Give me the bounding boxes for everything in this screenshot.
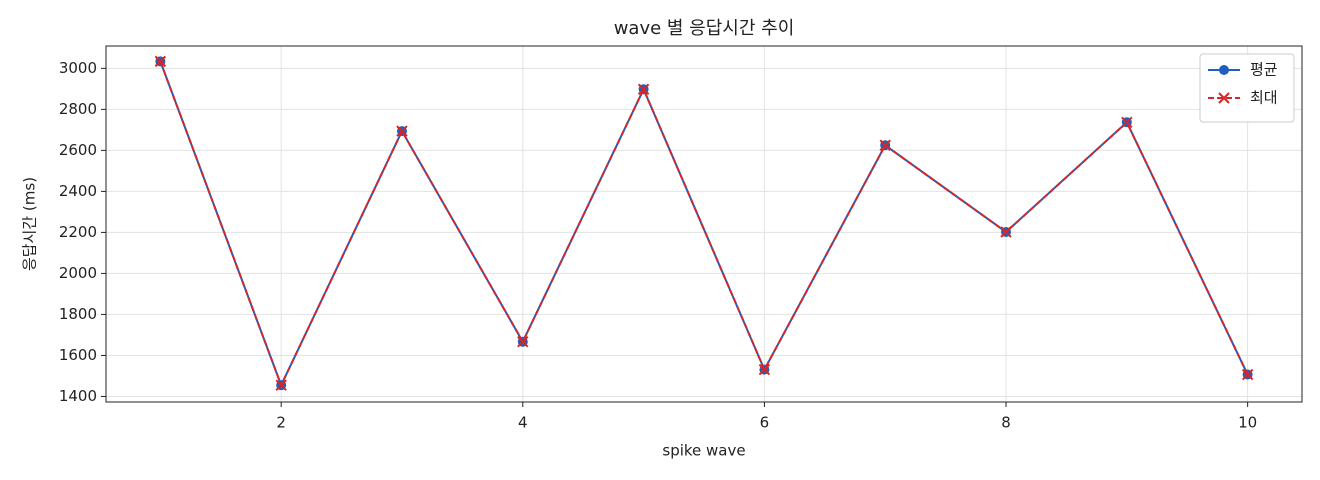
marker	[879, 139, 891, 151]
marker	[1000, 226, 1012, 238]
x-tick-label: 4	[518, 414, 528, 432]
y-tick-label: 2600	[59, 141, 97, 159]
marker	[396, 125, 408, 137]
y-axis-label: 응답시간 (ms)	[21, 177, 39, 271]
x-tick-label: 8	[1001, 414, 1011, 432]
marker	[1241, 368, 1254, 381]
x-tick-label: 6	[760, 414, 770, 432]
y-tick-label: 2000	[59, 264, 97, 282]
y-tick-label: 3000	[59, 59, 97, 77]
x-tick-label: 10	[1238, 414, 1257, 432]
y-tick-label: 2200	[59, 223, 97, 241]
y-tick-label: 1600	[59, 346, 97, 364]
chart-title: wave 별 응답시간 추이	[614, 18, 795, 39]
legend-box	[1199, 53, 1295, 123]
marker	[1121, 116, 1133, 128]
legend-label: 최대	[1250, 89, 1278, 107]
plot-frame	[105, 45, 1303, 403]
marker	[517, 336, 529, 348]
marker	[637, 83, 650, 95]
y-tick-label: 1400	[59, 387, 97, 405]
marker	[154, 55, 167, 68]
x-tick-label: 2	[276, 414, 286, 432]
y-tick-label: 2800	[59, 100, 97, 118]
y-tick-label: 2400	[59, 182, 97, 200]
legend-marker	[1218, 92, 1230, 104]
y-tick-label: 1800	[59, 305, 97, 323]
legend-marker	[1219, 65, 1229, 75]
x-axis-label: spike wave	[662, 442, 745, 460]
marker	[275, 379, 287, 391]
series-line	[159, 61, 1249, 388]
marker	[758, 363, 771, 376]
series-line	[159, 61, 1249, 388]
legend-label: 평균	[1250, 61, 1278, 79]
